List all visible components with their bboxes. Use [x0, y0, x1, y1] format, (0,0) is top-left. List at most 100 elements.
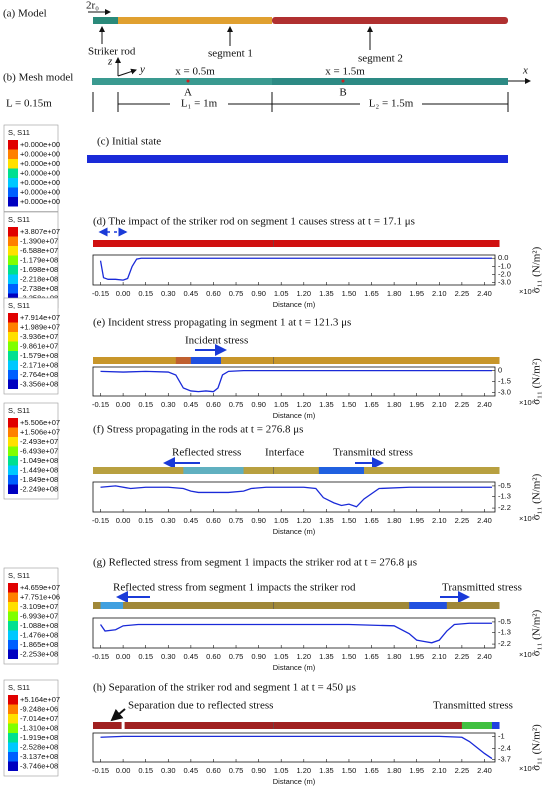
- legend-header: S, S11: [8, 406, 30, 415]
- legend-swatch: [8, 427, 18, 437]
- legend-label: -2.493e+07: [20, 437, 58, 446]
- legend-label: -6.493e+07: [20, 446, 58, 455]
- x-tick-label: 0.60: [206, 289, 221, 298]
- legend-label: +0.000e+00: [20, 187, 60, 196]
- legend-header: S, S11: [8, 571, 30, 580]
- segment1-label: segment 1: [208, 48, 253, 60]
- label-bg: [170, 97, 228, 111]
- legend-label: +0.000e+00: [20, 149, 60, 158]
- x-tick-label: 2.25: [455, 289, 470, 298]
- x-tick-label: 1.35: [319, 652, 334, 661]
- x-tick-label: 2.40: [477, 766, 492, 775]
- annotation: Transmitted stress: [442, 582, 522, 594]
- x-tick-label: 1.50: [342, 766, 357, 775]
- stress-line: [99, 622, 492, 644]
- legend-swatch: [8, 341, 18, 351]
- axis-y: [117, 68, 137, 77]
- legend-swatch: [8, 723, 18, 733]
- legend-label: -2.738e+08: [20, 284, 58, 293]
- legend-label: -3.746e+08: [20, 761, 58, 770]
- legend-header: S, S11: [8, 683, 30, 692]
- y-multiplier: ×10⁸: [519, 398, 535, 407]
- x-tick-label: 0.15: [138, 400, 153, 409]
- x-tick-label: 1.35: [319, 766, 334, 775]
- x-tick-label: 0.00: [116, 289, 131, 298]
- x-tick-label: 1.95: [409, 652, 424, 661]
- legend-label: -2.218e+08: [20, 274, 58, 283]
- rod-segment: [175, 357, 191, 364]
- legend-label: -1.849e+08: [20, 475, 58, 484]
- annotation: Transmitted stress: [433, 700, 513, 712]
- y-tick-label: -2.2: [498, 503, 511, 512]
- legend-swatch: [8, 322, 18, 332]
- x-tick-label: 2.25: [455, 766, 470, 775]
- x-tick-label: 0.45: [184, 516, 199, 525]
- legend-swatch: [8, 733, 18, 743]
- segment-1: [118, 17, 272, 24]
- radius-label: 2r₀: [86, 0, 99, 12]
- legend-swatch: [8, 227, 18, 237]
- axis-label: x: [522, 65, 528, 77]
- stress-line: [100, 735, 493, 760]
- x-tick-label: 1.95: [409, 400, 424, 409]
- legend-swatch: [8, 168, 18, 178]
- x-tick-label: 0.60: [206, 652, 221, 661]
- plot-frame: [92, 481, 496, 513]
- legend-label: +0.000e+00: [20, 168, 60, 177]
- x-tick-label: 0.00: [116, 766, 131, 775]
- legend-label: -9.248e+06: [20, 704, 58, 713]
- segment-2: [272, 17, 508, 24]
- y-multiplier: ×10⁸: [519, 514, 535, 523]
- x-tick-label: 1.05: [274, 766, 289, 775]
- legend-label: -2.764e+08: [20, 370, 58, 379]
- y-axis-label: σ₁₁ (N/m²): [531, 358, 543, 405]
- legend-label: -1.698e+08: [20, 265, 58, 274]
- x-tick-label: 0.30: [161, 400, 176, 409]
- dimension-lines: [92, 92, 509, 112]
- x-tick-label: 1.05: [274, 516, 289, 525]
- legend-swatch: [8, 140, 18, 150]
- panel-label: (a) Model: [3, 8, 47, 20]
- x-tick-label: 0.30: [161, 766, 176, 775]
- panel-title: (e) Incident stress propagating in segme…: [93, 317, 351, 329]
- legend-swatch: [8, 197, 18, 207]
- x-axis-label: Distance (m): [273, 527, 316, 536]
- rod-segment: [124, 722, 500, 729]
- legend-swatch: [8, 621, 18, 631]
- x-tick-label: 1.50: [342, 400, 357, 409]
- x-tick-label: 1.65: [364, 652, 379, 661]
- y-multiplier: ×10⁸: [519, 287, 535, 296]
- x-tick-label: 1.50: [342, 516, 357, 525]
- x-tick-label: 0.15: [138, 516, 153, 525]
- annotation: Incident stress: [185, 335, 248, 347]
- x-tick-label: 2.10: [432, 400, 447, 409]
- stress-line: [100, 485, 492, 508]
- dimension-label: L₁ = 1m: [181, 98, 218, 110]
- point-position: x = 0.5m: [175, 66, 215, 78]
- point-position: x = 1.5m: [325, 66, 365, 78]
- y-tick-label: -1.0: [498, 261, 511, 270]
- x-tick-label: 0.90: [251, 766, 266, 775]
- legend-label: +0.000e+00: [20, 178, 60, 187]
- striker-label: Striker rod: [88, 46, 136, 58]
- x-tick-label: 1.20: [296, 516, 311, 525]
- x-tick-label: 1.80: [387, 652, 402, 661]
- legend-swatch: [8, 602, 18, 612]
- x-tick-label: 0.45: [184, 289, 199, 298]
- rod-segment: [93, 357, 500, 364]
- legend-swatch: [8, 313, 18, 323]
- legend-label: -1.179e+08: [20, 255, 58, 264]
- annotation: Interface: [265, 447, 304, 459]
- x-axis-label: Distance (m): [273, 411, 316, 420]
- x-tick-label: 1.50: [342, 652, 357, 661]
- legend-swatch: [8, 583, 18, 593]
- legend-label: +3.807e+07: [20, 227, 60, 236]
- dimension-label: L₂ = 1.5m: [369, 98, 414, 110]
- mesh-rod: [272, 78, 508, 85]
- y-tick-label: -1: [498, 731, 505, 740]
- x-tick-label: 0.75: [229, 766, 244, 775]
- legend-swatch: [8, 752, 18, 762]
- x-tick-label: 0.45: [184, 400, 199, 409]
- rod-segment: [318, 467, 365, 474]
- y-multiplier: ×10⁸: [519, 650, 535, 659]
